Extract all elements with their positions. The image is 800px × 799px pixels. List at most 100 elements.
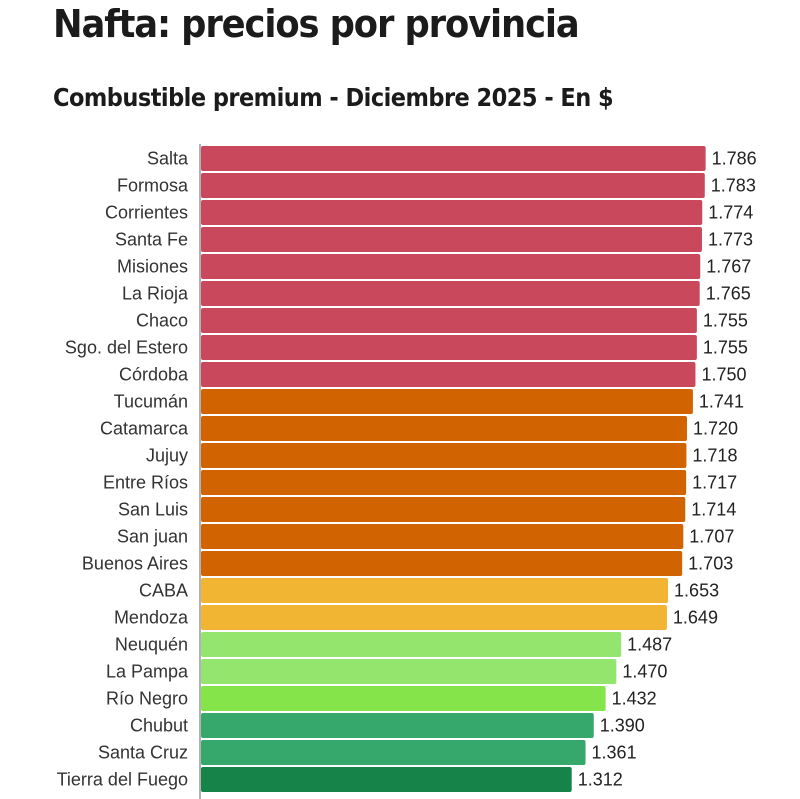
- value-label: 1.390: [600, 716, 645, 736]
- bar-row: Chubut 1.390: [130, 713, 645, 738]
- bar-row: Tierra del Fuego 1.312: [57, 767, 623, 792]
- bar-row: Corrientes 1.774: [105, 200, 753, 225]
- value-label: 1.741: [699, 392, 744, 412]
- bar-row: La Pampa 1.470: [106, 659, 667, 684]
- value-label: 1.703: [688, 554, 733, 574]
- value-label: 1.783: [711, 176, 756, 196]
- bar-row: Santa Cruz 1.361: [98, 740, 637, 765]
- bar-row: San juan 1.707: [117, 524, 734, 549]
- bar: [201, 524, 684, 549]
- bar: [201, 389, 693, 414]
- category-label: San Luis: [118, 500, 188, 520]
- value-label: 1.755: [703, 338, 748, 358]
- bar: [201, 497, 686, 522]
- category-label: Mendoza: [114, 608, 189, 628]
- value-label: 1.755: [703, 311, 748, 331]
- category-label: Río Negro: [106, 689, 188, 709]
- bar-row: Mendoza 1.649: [114, 605, 718, 630]
- bar-row: Neuquén 1.487: [115, 632, 672, 657]
- bar-row: Jujuy 1.718: [146, 443, 737, 468]
- value-label: 1.653: [674, 581, 719, 601]
- category-label: San juan: [117, 527, 188, 547]
- category-label: Corrientes: [105, 203, 188, 223]
- value-label: 1.750: [701, 365, 746, 385]
- value-label: 1.786: [712, 149, 757, 169]
- bar: [201, 335, 697, 360]
- category-label: Entre Ríos: [103, 473, 188, 493]
- value-label: 1.707: [689, 527, 734, 547]
- category-label: Santa Cruz: [98, 743, 188, 763]
- bar: [201, 200, 703, 225]
- bar-row: Sgo. del Estero 1.755: [65, 335, 748, 360]
- bar-row: Chaco 1.755: [136, 308, 748, 333]
- value-label: 1.765: [706, 284, 751, 304]
- bar: [201, 254, 701, 279]
- bar-row: San Luis 1.714: [118, 497, 736, 522]
- bar-row: Entre Ríos 1.717: [103, 470, 737, 495]
- bar: [201, 713, 594, 738]
- category-label: Chubut: [130, 716, 188, 736]
- bar: [201, 443, 687, 468]
- bar: [201, 767, 572, 792]
- value-label: 1.487: [627, 635, 672, 655]
- category-label: Tierra del Fuego: [57, 770, 188, 790]
- category-label: Tucumán: [114, 392, 188, 412]
- bar: [201, 740, 586, 765]
- bar-row: Salta 1.786: [147, 146, 757, 171]
- value-label: 1.720: [693, 419, 738, 439]
- category-label: Jujuy: [146, 446, 188, 466]
- bar-row: Río Negro 1.432: [106, 686, 657, 711]
- bar-row: CABA 1.653: [139, 578, 719, 603]
- bar: [201, 632, 622, 657]
- bars-layer: Salta 1.786 Formosa 1.783 Corrientes 1.774 San…: [57, 146, 757, 792]
- category-label: Sgo. del Estero: [65, 338, 188, 358]
- bar-row: Tucumán 1.741: [114, 389, 744, 414]
- category-label: Catamarca: [100, 419, 189, 439]
- value-label: 1.718: [692, 446, 737, 466]
- bar-row: Santa Fe 1.773: [115, 227, 753, 252]
- value-label: 1.714: [691, 500, 736, 520]
- category-label: Neuquén: [115, 635, 188, 655]
- bar: [201, 227, 702, 252]
- bar-row: Buenos Aires 1.703: [82, 551, 733, 576]
- bar: [201, 659, 617, 684]
- bar: [201, 146, 706, 171]
- category-label: Misiones: [117, 257, 188, 277]
- bar: [201, 470, 687, 495]
- bar: [201, 362, 696, 387]
- value-label: 1.773: [708, 230, 753, 250]
- value-label: 1.649: [673, 608, 718, 628]
- category-label: La Pampa: [106, 662, 189, 682]
- bar: [201, 605, 667, 630]
- value-label: 1.470: [622, 662, 667, 682]
- bar-row: Formosa 1.783: [117, 173, 756, 198]
- bar-row: Misiones 1.767: [117, 254, 751, 279]
- bar: [201, 308, 697, 333]
- bar: [201, 281, 700, 306]
- value-label: 1.774: [708, 203, 753, 223]
- bar-row: La Rioja 1.765: [122, 281, 751, 306]
- bar-row: Córdoba 1.750: [119, 362, 747, 387]
- category-label: Buenos Aires: [82, 554, 188, 574]
- category-label: CABA: [139, 581, 188, 601]
- bar: [201, 416, 687, 441]
- category-label: Chaco: [136, 311, 188, 331]
- value-label: 1.432: [612, 689, 657, 709]
- value-label: 1.312: [578, 770, 623, 790]
- value-label: 1.361: [592, 743, 637, 763]
- value-label: 1.717: [692, 473, 737, 493]
- value-label: 1.767: [706, 257, 751, 277]
- category-label: Salta: [147, 149, 189, 169]
- category-label: Formosa: [117, 176, 189, 196]
- category-label: La Rioja: [122, 284, 189, 304]
- bar: [201, 173, 705, 198]
- chart-subtitle: Combustible premium - Diciembre 2025 - E…: [53, 83, 614, 112]
- bar: [201, 686, 606, 711]
- bar: [201, 578, 669, 603]
- bar: [201, 551, 683, 576]
- category-label: Córdoba: [119, 365, 189, 385]
- chart-title: Nafta: precios por provincia: [53, 2, 580, 46]
- category-label: Santa Fe: [115, 230, 188, 250]
- bar-row: Catamarca 1.720: [100, 416, 738, 441]
